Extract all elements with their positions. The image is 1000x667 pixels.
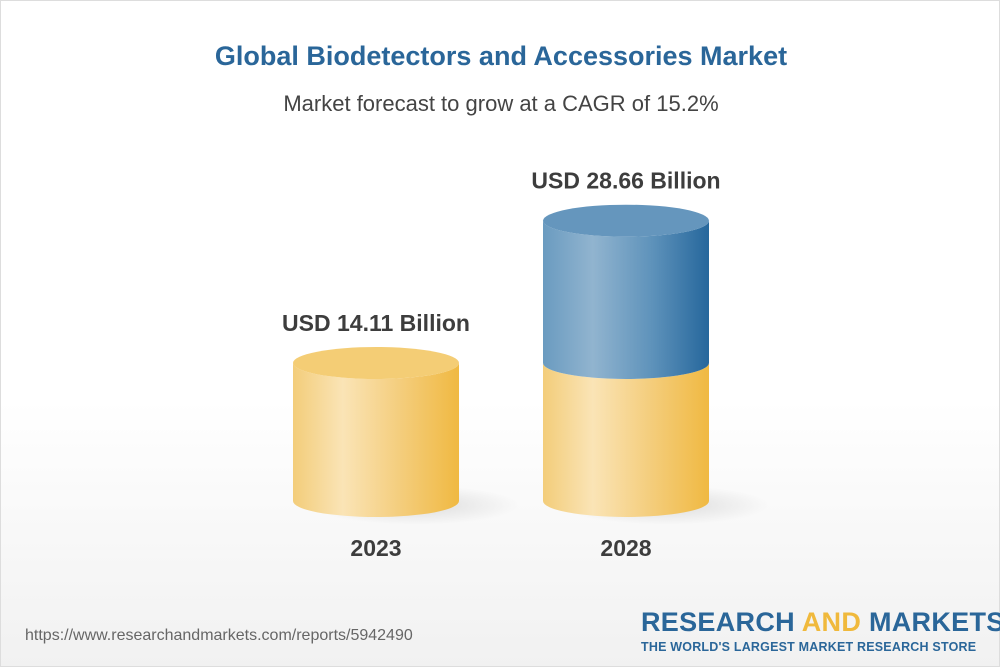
logo-tagline: THE WORLD'S LARGEST MARKET RESEARCH STOR… bbox=[641, 640, 977, 654]
chart-subtitle: Market forecast to grow at a CAGR of 15.… bbox=[283, 91, 719, 116]
category-label: 2028 bbox=[600, 535, 651, 561]
cylinder-chart: USD 14.11 Billion 2023 USD 28.66 Billion 20… bbox=[282, 168, 769, 561]
logo-word-markets: MARKETS bbox=[868, 607, 1000, 637]
cylinder-top-2028 bbox=[543, 204, 709, 237]
logo-word-research: RESEARCH bbox=[641, 607, 795, 637]
logo-word-and: AND bbox=[801, 607, 862, 637]
research-and-markets-logo: RESEARCH AND MARKETS THE WORLD'S LARGEST… bbox=[641, 607, 1000, 654]
value-label: USD 14.11 Billion bbox=[282, 310, 470, 336]
cylinder-base-segment-2028 bbox=[543, 363, 709, 517]
value-label: USD 28.66 Billion bbox=[531, 168, 720, 194]
category-label: 2023 bbox=[350, 535, 401, 561]
cylinder-top-2023 bbox=[293, 347, 459, 380]
cylinder-base-segment-2023 bbox=[293, 363, 459, 517]
source-url[interactable]: https://www.researchandmarkets.com/repor… bbox=[25, 627, 413, 644]
chart-title: Global Biodetectors and Accessories Mark… bbox=[214, 41, 788, 71]
cylinder-growth-segment-2028 bbox=[543, 220, 709, 379]
